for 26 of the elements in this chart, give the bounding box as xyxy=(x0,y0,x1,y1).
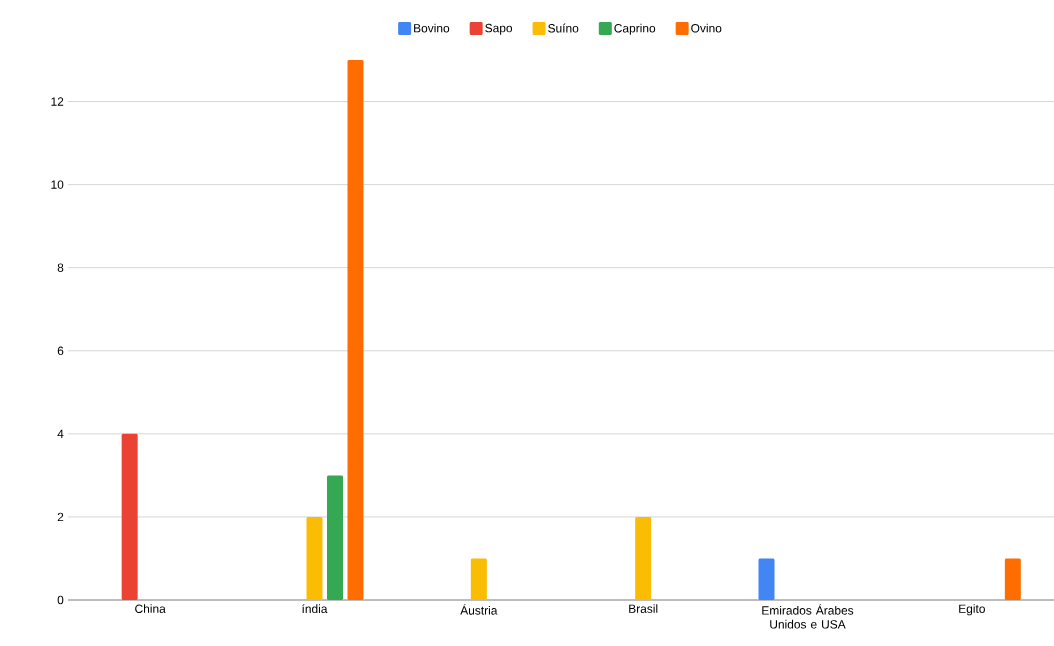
y-tick-label: 10 xyxy=(51,180,64,189)
bar xyxy=(306,516,323,600)
y-tick-label: 0 xyxy=(57,595,64,605)
legend-label: Suíno xyxy=(548,23,579,33)
legend-label: Sapo xyxy=(485,23,513,35)
legend-label: Bovino xyxy=(414,23,450,33)
x-tick-label: Emirados Árabes Unidos e USA xyxy=(762,604,854,629)
x-tick-label: China xyxy=(135,604,166,613)
legend-label: Ovino xyxy=(691,23,722,33)
y-tick-label: 6 xyxy=(57,346,64,355)
x-tick-label: índia xyxy=(302,604,328,614)
bar xyxy=(758,558,775,600)
bar xyxy=(470,558,487,600)
y-tick-label: 8 xyxy=(57,263,64,272)
y-tick-label: 12 xyxy=(51,97,64,106)
bar xyxy=(327,475,343,600)
x-tick-label: Brasil xyxy=(629,604,658,613)
bar xyxy=(1004,558,1021,600)
legend-label: Caprino xyxy=(614,23,656,35)
x-tick-label: Áustria xyxy=(460,604,498,615)
bar xyxy=(347,59,364,600)
bar xyxy=(635,516,652,600)
y-tick-label: 4 xyxy=(57,429,64,438)
x-tick-label: Egito xyxy=(959,604,985,616)
bar xyxy=(121,433,138,600)
y-tick-label: 2 xyxy=(57,512,64,522)
